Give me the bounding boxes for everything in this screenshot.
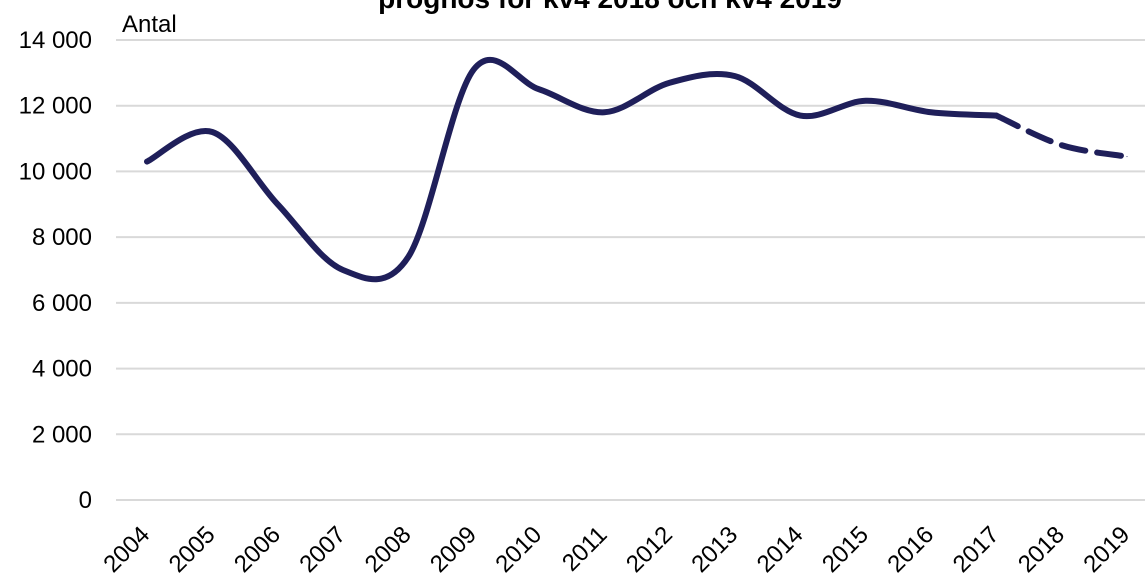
y-tick-label: 12 000 [19,93,92,120]
data-point-2008 [407,256,409,258]
x-tick-label: 2004 [98,521,155,575]
data-point-2006 [277,203,279,205]
x-tick-label: 2017 [948,521,1005,575]
data-point-2007 [342,269,344,271]
x-tick-label: 2005 [164,521,221,575]
series-line-actual [144,56,1000,283]
x-tick-label: 2012 [621,521,678,575]
y-tick-label: 0 [79,487,92,514]
x-axis-tick-labels: 2004 2005 2006 2007 2008 2009 2010 2011 2012 2013… [98,521,1135,575]
x-tick-label: 2010 [490,521,547,575]
y-tick-label: 14 000 [19,27,92,54]
data-point-2017 [995,115,997,117]
x-tick-label: 2007 [294,521,351,575]
data-point-2016 [930,111,932,113]
data-point-2014 [799,115,801,117]
data-point-2009 [473,69,475,71]
y-tick-label: 6 000 [32,290,92,317]
data-point-2010 [538,88,540,90]
data-point-2013 [734,75,736,77]
x-tick-label: 2009 [425,521,482,575]
data-point-2019 [1126,156,1128,158]
data-point-2011 [603,111,605,113]
y-axis-title: Antal [122,11,177,38]
data-point-2018 [1061,144,1063,146]
data-point-2015 [865,100,867,102]
x-tick-label: 2014 [752,521,809,575]
data-point-2005 [211,131,213,133]
x-tick-label: 2011 [557,521,613,575]
x-tick-label: 2006 [229,521,286,575]
y-tick-label: 2 000 [32,421,92,448]
y-axis-tick-labels: 0 2 000 4 000 6 000 8 000 10 000 12 000 14 000 [19,27,92,514]
x-tick-label: 2018 [1013,521,1070,575]
x-tick-label: 2013 [686,521,743,575]
gridlines [116,39,1145,501]
data-point-2004 [146,161,148,163]
y-tick-label: 10 000 [19,158,92,185]
y-tick-label: 4 000 [32,356,92,383]
y-tick-label: 8 000 [32,224,92,251]
data-point-2012 [669,82,671,84]
x-tick-label: 2008 [360,521,417,575]
series-line-forecast [993,112,1130,160]
chart-title: prognos för kv4 2018 och kv4 2019 [378,0,842,14]
series-group [144,56,1130,283]
x-tick-label: 2019 [1078,521,1135,575]
x-tick-label: 2015 [817,521,874,575]
x-tick-label: 2016 [882,521,939,575]
